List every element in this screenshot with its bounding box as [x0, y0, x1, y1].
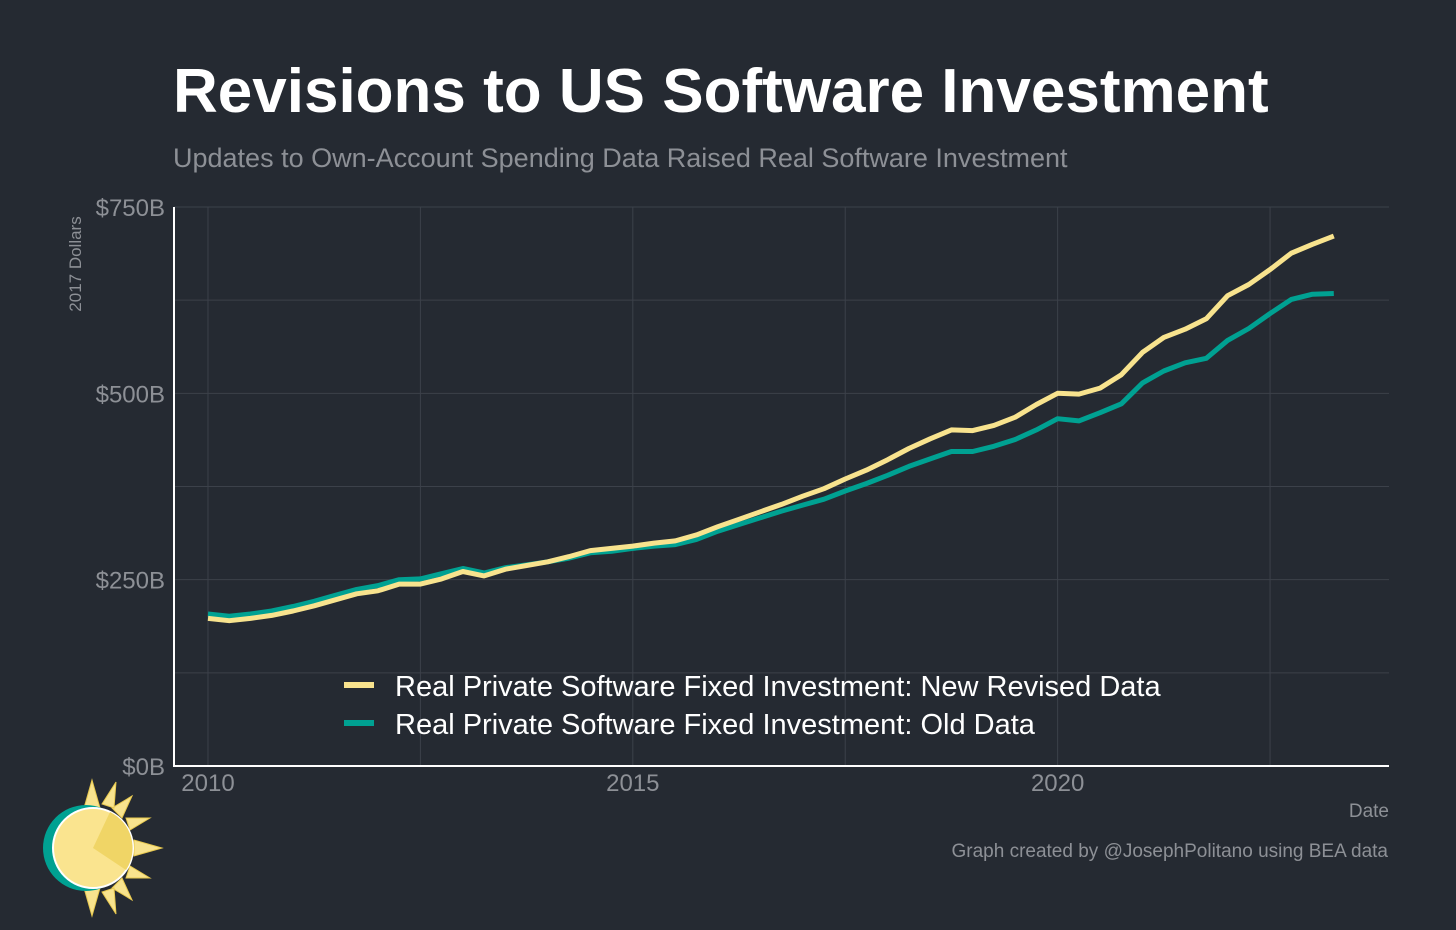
- y-tick-label: $250B: [96, 568, 165, 595]
- y-tick-label: $0B: [122, 754, 165, 781]
- tick-labels: $0B $250B $500B $750B 2010 2015 2020: [96, 195, 1085, 797]
- chart-subtitle: Updates to Own-Account Spending Data Rai…: [173, 143, 1068, 173]
- chart-title: Revisions to US Software Investment: [173, 57, 1269, 126]
- source-credit: Graph created by @JosephPolitano using B…: [951, 841, 1388, 862]
- y-tick-label: $500B: [96, 381, 165, 408]
- x-axis-label: Date: [1349, 801, 1389, 822]
- legend-label-old: Real Private Software Fixed Investment: …: [395, 709, 1036, 741]
- series-line-new-revised: [207, 233, 1335, 624]
- x-tick-label: 2015: [606, 770, 659, 797]
- x-tick-label: 2010: [181, 770, 234, 797]
- series-lines: [207, 233, 1335, 624]
- sun-logo: [43, 778, 164, 918]
- y-axis-label: 2017 Dollars: [66, 216, 85, 311]
- series-line-old: [207, 291, 1334, 619]
- y-tick-label: $750B: [96, 195, 165, 222]
- legend: Real Private Software Fixed Investment: …: [344, 671, 1161, 741]
- grid-lines: [174, 206, 1389, 766]
- x-tick-label: 2020: [1031, 770, 1084, 797]
- axes: [173, 207, 1389, 767]
- sun-shade: [93, 812, 133, 870]
- legend-label-new: Real Private Software Fixed Investment: …: [395, 671, 1161, 703]
